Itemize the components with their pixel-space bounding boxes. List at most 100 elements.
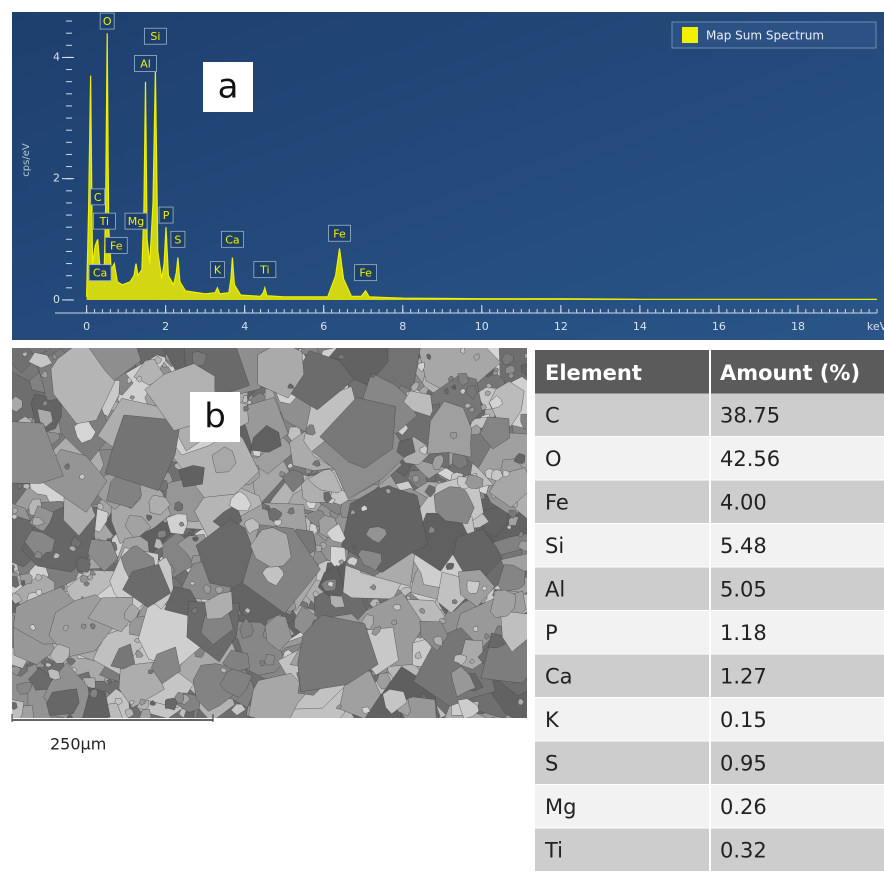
- table-row-bg: [535, 741, 709, 784]
- legend-label: Map Sum Spectrum: [706, 29, 824, 43]
- sem-particle: [428, 525, 436, 534]
- sem-particle: [89, 688, 98, 699]
- sem-particle: [518, 531, 524, 538]
- x-tick-label: 6: [320, 320, 327, 333]
- peak-label: Fe: [110, 239, 123, 252]
- y-tick-label: 2: [53, 172, 60, 185]
- sem-particle: [492, 370, 499, 376]
- sem-particle: [204, 591, 234, 620]
- x-axis-label: keV: [867, 320, 884, 333]
- sem-particle: [311, 551, 328, 566]
- sem-particle: [129, 700, 135, 706]
- table-row-bg: [711, 393, 884, 436]
- table-row-bg: [711, 654, 884, 697]
- table-row-bg: [535, 480, 709, 523]
- sem-particle: [479, 416, 510, 450]
- sem-particle: [390, 619, 398, 626]
- sem-particle: [96, 502, 104, 511]
- sem-particle: [12, 348, 37, 374]
- sem-particle: [16, 681, 33, 695]
- sem-particle: [250, 527, 292, 568]
- sem-particle: [135, 649, 144, 658]
- sem-particle: [382, 689, 408, 715]
- table-cell: O: [545, 447, 562, 471]
- table-row-bg: [711, 828, 884, 871]
- sem-particle: [50, 348, 116, 424]
- table-cell: Ca: [545, 664, 573, 688]
- sem-particle: [190, 607, 198, 615]
- sem-particle: [449, 431, 458, 440]
- sem-particle: [87, 574, 93, 581]
- table-row-bg: [535, 828, 709, 871]
- sem-particle: [139, 698, 147, 706]
- table-row-bg: [711, 698, 884, 741]
- sem-particle: [211, 446, 237, 473]
- peak-label: Ca: [93, 267, 107, 280]
- peak-label: Mg: [128, 215, 144, 228]
- sem-particle: [287, 507, 295, 515]
- x-tick-label: 12: [554, 320, 568, 333]
- sem-particle: [229, 491, 252, 512]
- sem-particle: [124, 708, 134, 718]
- sem-particle: [195, 519, 260, 589]
- sem-particle: [473, 353, 480, 361]
- peak-label-box: [99, 12, 115, 30]
- sem-particle: [80, 623, 87, 630]
- sem-particle: [12, 421, 64, 484]
- peak-label: S: [174, 233, 181, 246]
- sem-particle: [327, 581, 335, 588]
- peak-label-box: [124, 212, 148, 230]
- sem-particle: [122, 563, 171, 608]
- sem-particle: [466, 580, 481, 594]
- sem-particle: [426, 400, 472, 458]
- table-row-bg: [711, 741, 884, 784]
- sem-particle: [520, 363, 527, 376]
- table-cell: 0.95: [720, 751, 767, 775]
- sem-particle: [44, 656, 50, 663]
- sem-particle: [319, 397, 396, 469]
- sem-particle: [148, 494, 171, 516]
- sem-particle: [31, 516, 46, 527]
- sem-particle: [87, 539, 119, 573]
- sem-particle: [192, 351, 208, 366]
- sem-particle: [244, 517, 260, 534]
- sem-particle: [174, 691, 185, 705]
- table-cell: 1.27: [720, 664, 767, 688]
- sem-particle: [459, 388, 466, 395]
- sem-particle: [63, 624, 69, 632]
- x-tick-label: 10: [475, 320, 489, 333]
- table-cell: Al: [545, 577, 565, 601]
- peak-label: Ti: [99, 215, 109, 228]
- sem-particle: [127, 377, 132, 384]
- sem-particle: [250, 425, 282, 453]
- x-tick-label: 16: [712, 320, 726, 333]
- sem-particle: [87, 596, 134, 633]
- peak-label-box: [88, 264, 112, 282]
- sem-particle: [365, 526, 388, 544]
- sem-particle: [336, 704, 342, 710]
- sem-particle: [432, 454, 445, 470]
- sem-particle: [517, 698, 525, 706]
- sem-particle: [12, 513, 18, 520]
- sem-particle: [203, 584, 211, 595]
- table-row-bg: [535, 524, 709, 567]
- sem-particle: [491, 469, 504, 482]
- sem-particle: [520, 413, 527, 431]
- sem-particle: [490, 589, 517, 618]
- table-row-bg: [535, 393, 709, 436]
- sem-particle: [360, 505, 368, 512]
- sem-particle: [242, 395, 248, 404]
- sem-particle: [21, 351, 28, 357]
- sem-particle: [12, 665, 21, 677]
- sem-particle: [469, 659, 475, 664]
- table-cell: C: [545, 403, 560, 427]
- table-row-bg: [711, 611, 884, 654]
- table-row-bg: [535, 698, 709, 741]
- sem-particle: [457, 698, 480, 718]
- sem-particle: [338, 353, 345, 360]
- sem-particle: [472, 626, 479, 632]
- sem-particle: [417, 362, 425, 373]
- table-header-cell: Amount (%): [720, 361, 860, 385]
- table-cell: Si: [545, 534, 564, 558]
